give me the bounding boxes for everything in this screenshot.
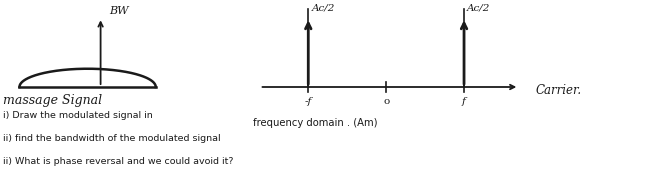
Text: o: o (383, 97, 389, 106)
Text: ii) find the bandwidth of the modulated signal: ii) find the bandwidth of the modulated … (3, 134, 221, 143)
Text: Ac/2: Ac/2 (467, 3, 491, 12)
Text: BW: BW (109, 6, 129, 16)
Text: ii) What is phase reversal and we could avoid it?: ii) What is phase reversal and we could … (3, 157, 234, 166)
Text: massage Signal: massage Signal (3, 94, 103, 107)
Text: frequency domain . (Am): frequency domain . (Am) (253, 118, 378, 128)
Text: Carrier.: Carrier. (535, 84, 582, 97)
Text: -f: -f (304, 97, 312, 106)
Text: i) Draw the modulated signal in: i) Draw the modulated signal in (3, 111, 153, 120)
Text: f: f (462, 97, 466, 106)
Text: Ac/2: Ac/2 (312, 3, 335, 12)
